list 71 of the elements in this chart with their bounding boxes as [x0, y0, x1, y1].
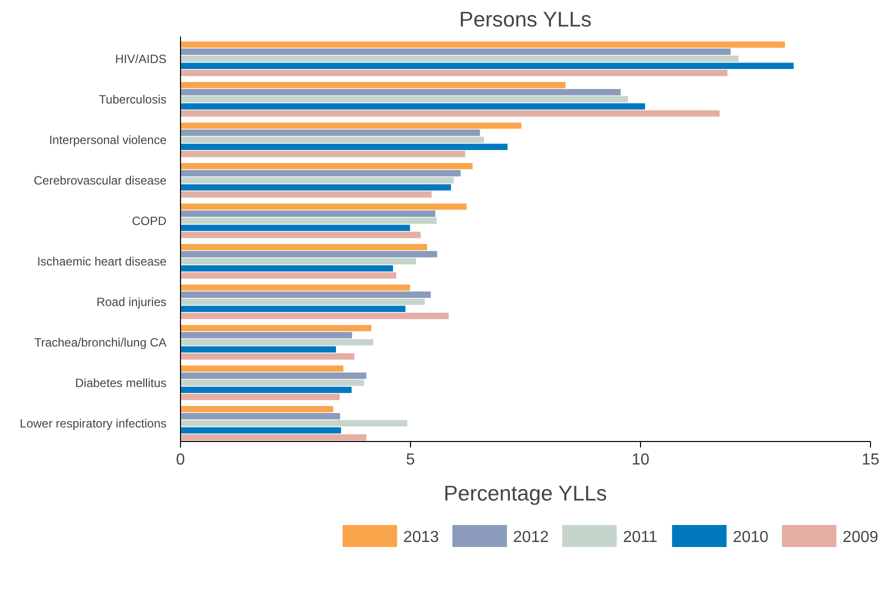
x-tick-label: 5 [406, 452, 416, 468]
bar [180, 244, 428, 250]
x-tick-label: 0 [176, 452, 186, 468]
bar [180, 232, 421, 238]
bar [180, 89, 621, 96]
bar [180, 103, 646, 110]
chart-title: Persons YLLs [459, 8, 592, 32]
bar [180, 224, 410, 231]
bar [180, 346, 336, 352]
bar [180, 365, 344, 372]
bar [180, 251, 438, 258]
bar [180, 203, 467, 210]
legend-label: 2011 [622, 529, 658, 546]
y-tick-label: Cerebrovascular disease [34, 173, 167, 188]
bar [180, 272, 396, 279]
bar [180, 210, 436, 217]
bar [180, 413, 340, 420]
x-tick-label: 10 [632, 452, 650, 468]
bar [180, 372, 366, 379]
legend-label: 2013 [403, 529, 439, 546]
bar [180, 191, 432, 198]
y-tick-label: Tuberculosis [98, 92, 167, 106]
y-tick-label: COPD [132, 214, 167, 228]
bar [180, 130, 480, 136]
bar [180, 406, 334, 412]
y-tick-label: Ischaemic heart disease [37, 254, 167, 268]
bar [180, 150, 466, 158]
bar [180, 292, 431, 298]
bar [180, 41, 785, 48]
x-axis-title: Percentage YLLs [444, 482, 607, 506]
y-tick-label: Trachea/bronchi/lung CA [34, 335, 167, 350]
y-tick-label: Road injuries [96, 294, 167, 309]
bar [180, 258, 416, 264]
bar [180, 394, 340, 400]
bar [180, 265, 394, 272]
bar [180, 96, 628, 102]
bar [180, 427, 342, 434]
bar [180, 218, 437, 224]
y-tick-label: Lower respiratory infections [20, 416, 167, 430]
legend-label: 2010 [732, 529, 769, 546]
bar [180, 48, 731, 55]
bar [180, 312, 449, 320]
bar [180, 177, 454, 184]
bar [180, 324, 372, 332]
bar [180, 82, 566, 88]
bar [180, 122, 522, 129]
bar [180, 170, 461, 176]
legend-label: 2012 [513, 529, 549, 546]
bar [180, 136, 484, 143]
bar [180, 184, 451, 190]
bar [180, 70, 728, 76]
y-tick-label: Interpersonal violence [49, 132, 167, 147]
y-tick-label: Diabetes mellitus [75, 376, 167, 390]
bar [180, 332, 352, 338]
bar [180, 284, 410, 291]
bar [180, 306, 406, 312]
bar [180, 110, 720, 117]
bar [180, 380, 364, 386]
x-tick-label: 15 [862, 452, 880, 468]
bar [180, 298, 425, 305]
bar [180, 62, 794, 69]
bar [180, 144, 508, 150]
bar [180, 353, 354, 360]
bar [180, 434, 366, 441]
bar [180, 162, 473, 170]
bar [180, 420, 408, 426]
bar [180, 339, 374, 346]
legend-label: 2009 [842, 529, 878, 546]
y-tick-label: HIV/AIDS [115, 52, 167, 66]
bar [180, 386, 352, 393]
bar [180, 56, 738, 62]
